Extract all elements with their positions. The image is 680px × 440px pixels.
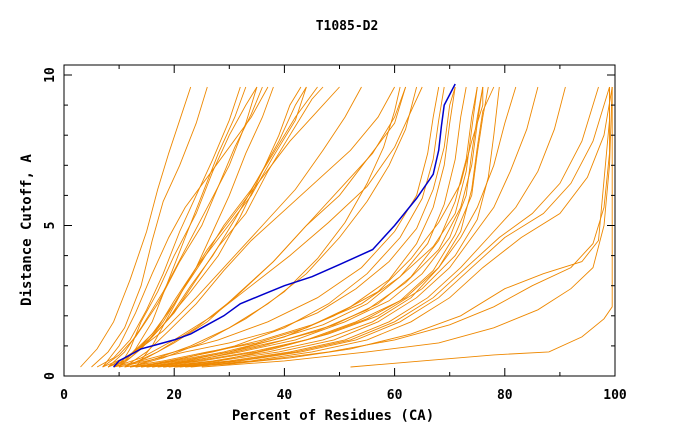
chart-title: T1085-D2 (316, 19, 379, 34)
series-line-19 (141, 86, 484, 368)
series-line-37 (124, 86, 407, 368)
series-line-30 (146, 87, 484, 368)
series-line-26 (179, 86, 610, 368)
ticks-layer: 0 20 40 60 80 100 0 5 10 (43, 65, 627, 403)
series-line-28 (119, 86, 456, 368)
x-tick-label: 40 (277, 388, 293, 403)
series-line-12 (107, 86, 274, 368)
series-line-23 (163, 86, 539, 368)
series-line-27 (185, 86, 613, 368)
series-line-36 (113, 86, 318, 368)
series-line-29 (135, 86, 478, 368)
y-tick-label: 10 (43, 67, 58, 83)
series-line-24 (168, 86, 566, 368)
series-line-40 (152, 86, 484, 368)
x-tick-label: 0 (60, 388, 68, 403)
series-line-43 (102, 86, 269, 368)
series-line-33 (201, 86, 613, 368)
x-tick-label: 60 (387, 388, 403, 403)
series-line-45 (124, 86, 395, 368)
series-line-31 (174, 87, 610, 368)
series-line-2 (91, 86, 208, 368)
series-line-34 (350, 87, 613, 368)
series-line-44 (135, 86, 340, 368)
series-line-20 (146, 86, 489, 368)
series-line-1 (80, 86, 192, 368)
series-line-10 (113, 86, 423, 368)
x-tick-label: 100 (603, 388, 627, 403)
series-line-7 (113, 86, 324, 368)
series-line-41 (163, 86, 500, 368)
series-line-3 (96, 86, 241, 368)
highlight-series-line (113, 83, 456, 368)
series-line-5 (107, 86, 258, 368)
y-axis-label: Distance Cutoff, A (19, 154, 35, 306)
x-axis-label: Percent of Residues (CA) (232, 408, 434, 424)
x-tick-label: 80 (497, 388, 513, 403)
series-line-9 (118, 86, 302, 368)
series-line-42 (118, 86, 258, 368)
series-line-21 (152, 86, 495, 368)
series-line-22 (157, 86, 517, 368)
series-line-6 (102, 86, 307, 368)
x-tick-label: 20 (166, 388, 182, 403)
series-line-8 (107, 86, 362, 368)
series-line-14 (129, 86, 418, 368)
series-line-17 (130, 86, 467, 368)
series-line-18 (135, 86, 478, 368)
series-line-15 (113, 86, 440, 368)
y-tick-label: 0 (43, 372, 58, 380)
series-line-13 (118, 86, 247, 368)
highlight-layer (113, 83, 456, 368)
series-line-39 (141, 86, 445, 368)
y-tick-label: 5 (43, 222, 58, 230)
series-line-25 (174, 86, 599, 368)
series-line-32 (190, 87, 610, 368)
series-line-16 (124, 86, 456, 368)
series-line-35 (107, 86, 307, 368)
series-layer (80, 86, 613, 368)
series-line-4 (102, 86, 263, 368)
series-line-38 (129, 86, 401, 368)
